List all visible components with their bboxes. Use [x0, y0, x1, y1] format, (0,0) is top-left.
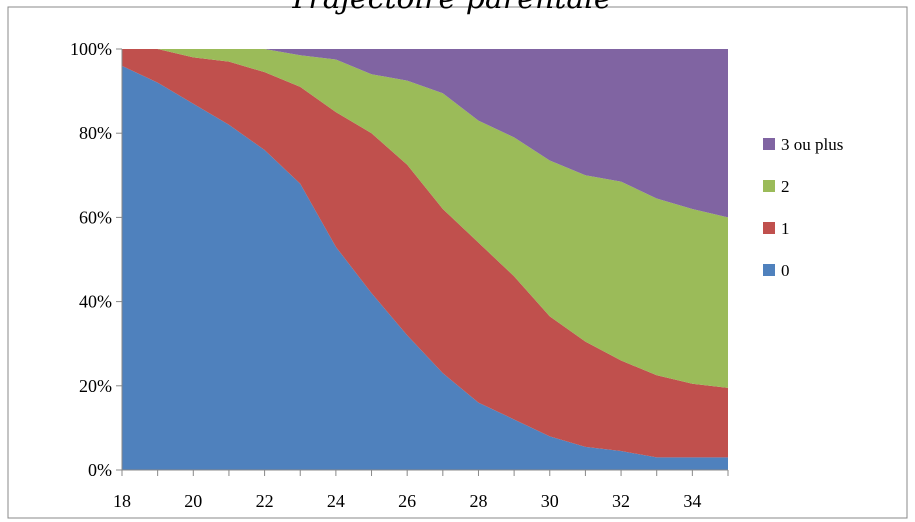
x-tick-label: 20: [184, 491, 202, 511]
x-tick-label: 26: [398, 491, 416, 511]
legend-swatch: [763, 264, 775, 276]
legend: 3 ou plus 2 1 0: [763, 135, 843, 280]
x-tick-label: 24: [327, 491, 345, 511]
area-series-1: [122, 49, 728, 458]
x-tick-label: 22: [256, 491, 274, 511]
legend-swatch: [763, 180, 775, 192]
y-tick-label: 60%: [79, 207, 112, 227]
x-tick-label: 18: [113, 491, 131, 511]
chart-title: Trajectoire parentale: [288, 0, 611, 16]
legend-label: 2: [781, 177, 790, 196]
y-tick-label: 20%: [79, 376, 112, 396]
legend-label: 1: [781, 219, 790, 238]
y-tick-label: 0%: [88, 460, 112, 480]
x-tick-label: 28: [469, 491, 487, 511]
y-tick-label: 100%: [70, 39, 112, 59]
legend-swatch: [763, 222, 775, 234]
area-series-3: [122, 49, 728, 218]
area-series-0: [122, 65, 728, 470]
y-tick-label: 40%: [79, 292, 112, 312]
x-tick-label: 30: [541, 491, 559, 511]
plot-area: [122, 49, 728, 470]
legend-label: 3 ou plus: [781, 135, 843, 154]
y-tick-label: 80%: [79, 123, 112, 143]
x-tick-label: 34: [683, 491, 701, 511]
legend-swatch: [763, 138, 775, 150]
x-tick-label: 32: [612, 491, 630, 511]
axes: 0% 20% 40% 60% 80% 100% 18 20 22 24 26 28 30 32 34: [70, 39, 729, 511]
legend-label: 0: [781, 261, 790, 280]
area-series-2: [122, 49, 728, 388]
